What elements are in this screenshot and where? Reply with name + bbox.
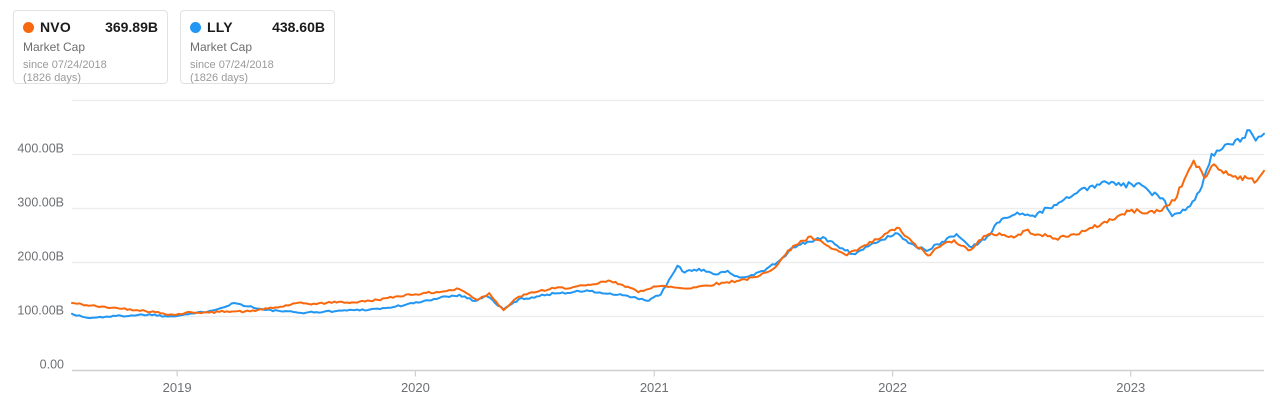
nvo-since-days: (1826 days) — [23, 72, 82, 84]
nvo-series-color-dot-icon — [23, 21, 34, 33]
lly-ticker-label: LLY — [207, 19, 233, 35]
series-line-nvo[interactable] — [71, 159, 1265, 316]
x-axis-tick-label: 2019 — [163, 380, 192, 395]
lly-since-label: since 07/24/2018 (1826 days) — [190, 59, 325, 85]
y-axis-tick-label: 100.00B — [17, 304, 64, 318]
lly-since-date: since 07/24/2018 — [190, 59, 274, 71]
lly-marketcap-value: 438.60B — [272, 19, 325, 35]
series-line-lly[interactable] — [71, 129, 1265, 320]
legend-card-nvo[interactable]: NVO 369.89B Market Cap since 07/24/2018 … — [13, 10, 168, 84]
legend-card-nvo-header: NVO 369.89B — [23, 19, 158, 35]
lly-since-days: (1826 days) — [190, 72, 249, 84]
nvo-since-date: since 07/24/2018 — [23, 59, 107, 71]
nvo-since-label: since 07/24/2018 (1826 days) — [23, 59, 158, 85]
nvo-metric-label: Market Cap — [23, 40, 86, 54]
y-axis-tick-label: 200.00B — [17, 250, 64, 264]
y-axis-tick-label: 0.00 — [40, 358, 64, 372]
lly-series-color-dot-icon — [190, 21, 201, 33]
lly-metric-label: Market Cap — [190, 40, 253, 54]
y-axis-tick-label: 300.00B — [17, 196, 64, 210]
nvo-ticker-label: NVO — [40, 19, 71, 35]
legend-card-lly[interactable]: LLY 438.60B Market Cap since 07/24/2018 … — [180, 10, 335, 84]
x-axis-tick-label: 2020 — [401, 380, 430, 395]
y-axis-tick-label: 400.00B — [17, 142, 64, 156]
legend: NVO 369.89B Market Cap since 07/24/2018 … — [13, 10, 335, 84]
nvo-marketcap-value: 369.89B — [105, 19, 158, 35]
legend-card-lly-header: LLY 438.60B — [190, 19, 325, 35]
x-axis-tick-label: 2021 — [640, 380, 669, 395]
x-axis-tick-label: 2022 — [878, 380, 907, 395]
x-axis-tick-label: 2023 — [1116, 380, 1145, 395]
